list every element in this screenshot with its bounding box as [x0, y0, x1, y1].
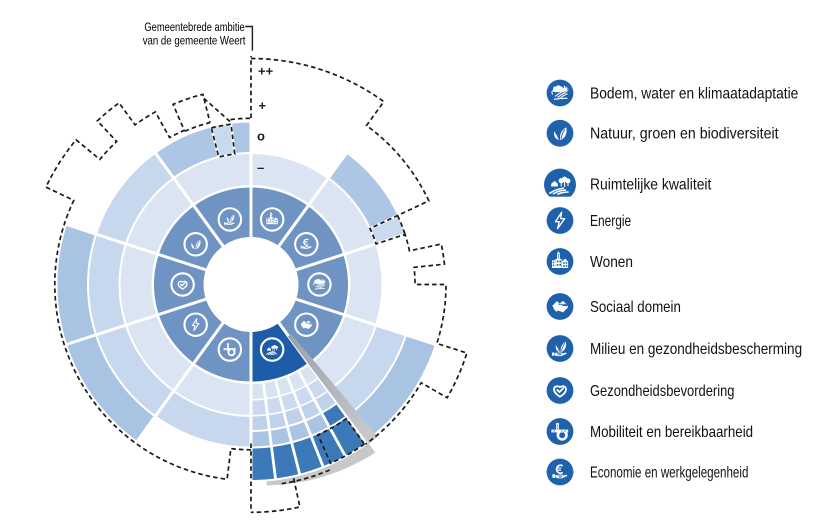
svg-text:Sociaal domein: Sociaal domein [590, 299, 681, 316]
svg-text:Milieu en gezondheidsbeschermi: Milieu en gezondheidsbescherming [590, 341, 802, 358]
svg-text:Natuur, groen en biodiversitei: Natuur, groen en biodiversiteit [590, 126, 779, 143]
svg-text:Gemeentebrede ambitie: Gemeentebrede ambitie [144, 20, 244, 34]
svg-text:Energie: Energie [590, 213, 631, 230]
svg-text:o: o [257, 129, 265, 144]
svg-text:+: + [259, 98, 267, 113]
svg-text:van de gemeente Weert: van de gemeente Weert [143, 34, 246, 48]
svg-text:Mobiliteit en bereikbaarheid: Mobiliteit en bereikbaarheid [590, 424, 753, 441]
svg-text:Ruimtelijke kwaliteit: Ruimtelijke kwaliteit [590, 176, 712, 193]
svg-text:–: – [257, 160, 264, 175]
svg-text:Economie en werkgelegenheid: Economie en werkgelegenheid [590, 464, 748, 481]
svg-text:++: ++ [258, 64, 274, 79]
svg-text:Bodem, water en klimaatadaptat: Bodem, water en klimaatadaptatie [590, 85, 798, 102]
svg-text:Wonen: Wonen [590, 254, 633, 271]
svg-text:Gezondheidsbevordering: Gezondheidsbevordering [590, 383, 735, 400]
